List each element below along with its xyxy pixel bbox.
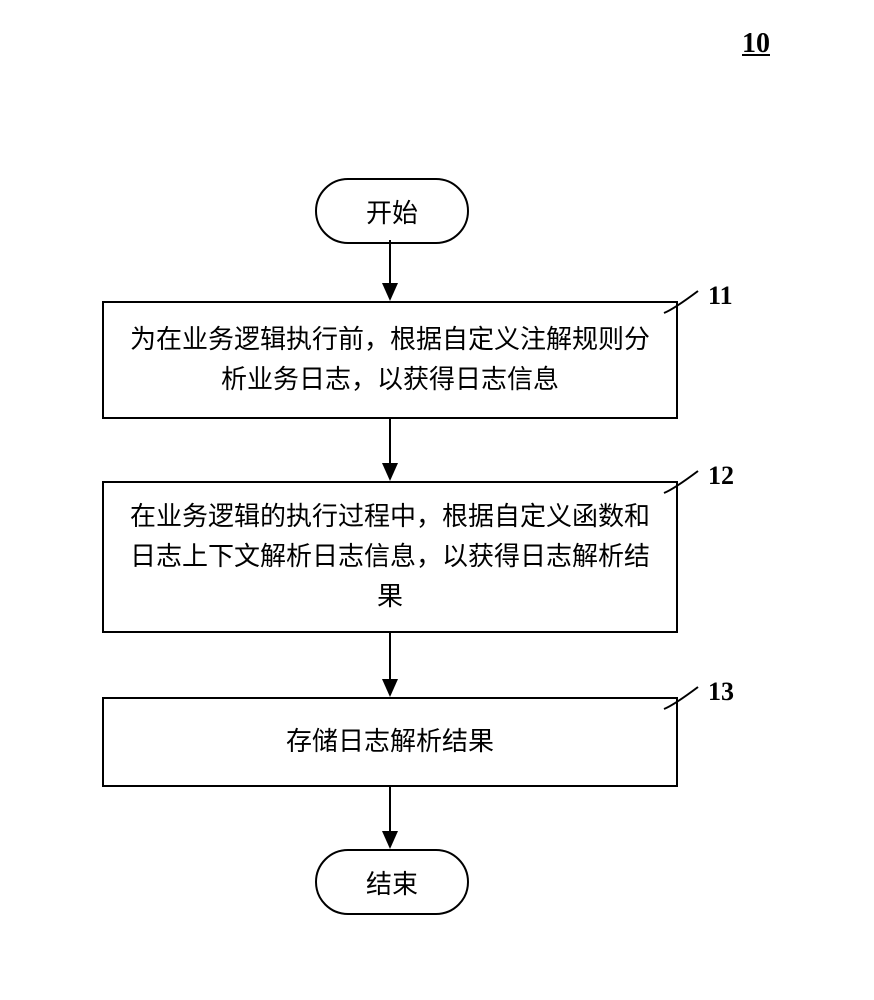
ref-label-11: 11 <box>708 281 733 311</box>
ref-label-12: 12 <box>708 461 734 491</box>
ref-label-13: 13 <box>708 677 734 707</box>
figure-label: 10 <box>742 28 770 60</box>
terminal-end-text: 结束 <box>366 864 418 901</box>
process-step-13-text: 存储日志解析结果 <box>286 722 494 762</box>
process-step-12-text: 在业务逻辑的执行过程中，根据自定义函数和日志上下文解析日志信息，以获得日志解析结… <box>122 497 658 618</box>
terminal-end: 结束 <box>315 849 469 915</box>
process-step-12: 在业务逻辑的执行过程中，根据自定义函数和日志上下文解析日志信息，以获得日志解析结… <box>102 481 678 633</box>
terminal-start-text: 开始 <box>366 193 418 230</box>
process-step-11: 为在业务逻辑执行前，根据自定义注解规则分析业务日志，以获得日志信息 <box>102 301 678 419</box>
terminal-start: 开始 <box>315 178 469 244</box>
process-step-11-text: 为在业务逻辑执行前，根据自定义注解规则分析业务日志，以获得日志信息 <box>122 320 658 401</box>
process-step-13: 存储日志解析结果 <box>102 697 678 787</box>
flowchart-canvas: 10 开始 为在业务逻辑执行前，根据自定义注解规则分析业务日志，以获得日志信息 … <box>0 0 874 1000</box>
